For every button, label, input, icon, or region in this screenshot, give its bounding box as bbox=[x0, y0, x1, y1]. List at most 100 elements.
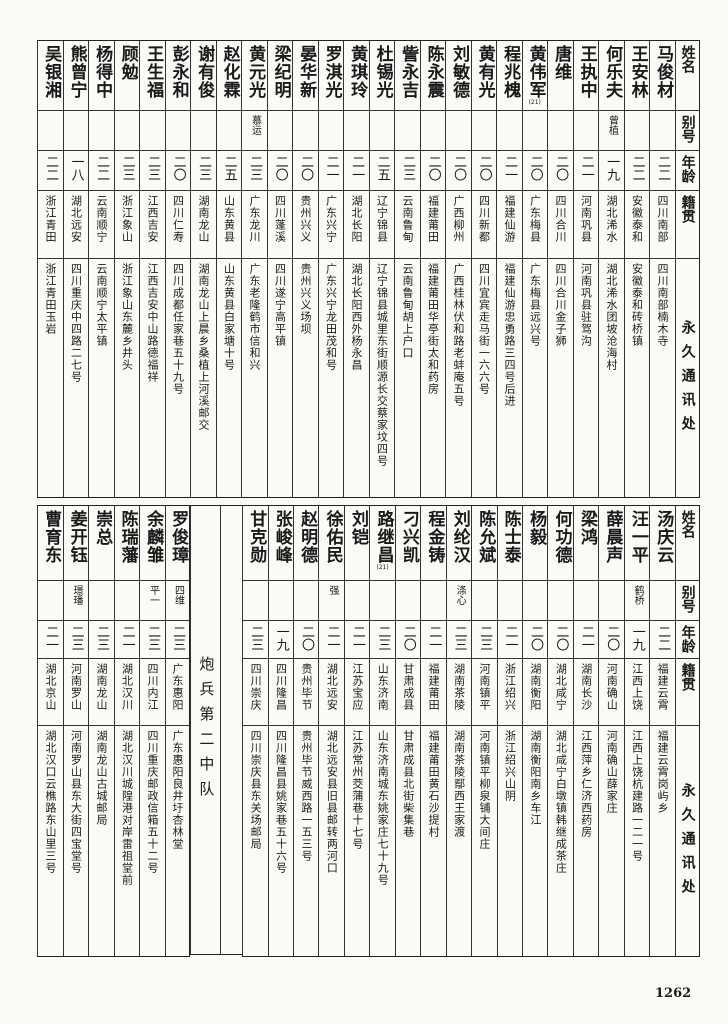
origin-cell: 湖南衡阳 bbox=[522, 659, 548, 726]
age-cell: 二〇 bbox=[420, 151, 445, 191]
age-cell: 二〇 bbox=[395, 621, 421, 659]
address: 江西萍乡仁济西药房 bbox=[579, 730, 593, 838]
name-cell: 黄琪玲 bbox=[344, 41, 369, 111]
age-cell: 一九 bbox=[624, 621, 650, 659]
age-cell: 二二 bbox=[624, 151, 649, 191]
table-row: 罗俊璋 四维 二三 广东惠阳 广东惠阳良井圩杏林堂 bbox=[164, 506, 190, 956]
age-cell: 一九 bbox=[268, 621, 293, 659]
table-row: 黄琪玲 二一 湖北长阳 湖北长阳西外杨永昌 bbox=[343, 41, 369, 497]
alias: 四维 bbox=[172, 585, 184, 605]
table-row: 晏华新 二〇 贵州兴义 贵州兴义场坝 bbox=[292, 41, 318, 497]
origin-cell: 籍贯 bbox=[675, 191, 699, 259]
table-row: 刘纶汉 涤心 二三 湖南茶陵 湖南茶陵鄢西王家渡 bbox=[445, 506, 472, 956]
address: 湖南茶陵鄢西王家渡 bbox=[452, 730, 466, 838]
address: 四川崇庆县东关场邮局 bbox=[249, 730, 263, 850]
age: 二〇 bbox=[298, 155, 314, 181]
name: 汤庆云 bbox=[653, 510, 674, 564]
header-address: 永久通讯处 bbox=[679, 320, 696, 440]
alias-cell bbox=[420, 111, 445, 151]
origin: 山东黄县 bbox=[222, 195, 236, 243]
address: 浙江青田玉岩 bbox=[44, 263, 58, 335]
table-row: 杜锡光 二五 辽宁锦县 辽宁锦县城里东街顺源长交蔡家坟四号 bbox=[368, 41, 394, 497]
name-cell: 崇总 bbox=[89, 506, 114, 581]
age: 二三 bbox=[248, 625, 264, 651]
alias-cell bbox=[216, 111, 241, 151]
table-row: 陈永震 二〇 福建莆田 福建莆田华亭街太和药房 bbox=[419, 41, 445, 497]
address: 浙江象山东麓乡井头 bbox=[120, 263, 134, 371]
name-cell: 罗淇光 bbox=[318, 41, 343, 111]
address-cell: 湖北长阳西外杨永昌 bbox=[344, 259, 369, 497]
name-cell: 赵化霖 bbox=[216, 41, 241, 111]
alias-cell bbox=[497, 581, 522, 621]
address: 山东黄县白家塘十号 bbox=[222, 263, 236, 371]
name: 陈允斌 bbox=[475, 510, 496, 564]
origin-cell: 湖南长沙 bbox=[573, 659, 599, 726]
address-cell: 四川重庆中四路二七号 bbox=[64, 259, 89, 497]
table-row: 黄有光 二〇 四川新都 四川宜宾走马街一六六号 bbox=[470, 41, 496, 497]
name-cell: 赵明德 bbox=[294, 506, 319, 581]
origin-cell: 河南镇平 bbox=[472, 659, 497, 726]
address-cell: 江苏常州茭蒲巷十七号 bbox=[345, 726, 369, 956]
name-cell: 马俊材 bbox=[650, 41, 675, 111]
origin: 广西柳州 bbox=[452, 195, 466, 243]
age: 二一 bbox=[323, 155, 339, 181]
name: 崇总 bbox=[92, 510, 113, 546]
age: 一九 bbox=[273, 625, 289, 651]
alias-cell: 涤心 bbox=[446, 581, 472, 621]
alias: 平一 bbox=[147, 585, 159, 605]
alias-cell bbox=[395, 111, 420, 151]
address-cell: 福建云霄岗屿乡 bbox=[650, 726, 674, 956]
address-cell: 浙江绍兴山阴 bbox=[498, 726, 522, 956]
address: 四川重庆邮政信箱五十二号 bbox=[146, 730, 160, 874]
origin-cell: 四川内江 bbox=[140, 659, 165, 726]
name: 罗俊璋 bbox=[168, 510, 189, 564]
alias-cell bbox=[522, 581, 548, 621]
name: 陈士泰 bbox=[500, 510, 521, 564]
age: 二一 bbox=[502, 625, 518, 651]
age: 二三 bbox=[477, 625, 493, 651]
address-cell: 永久通讯处 bbox=[676, 259, 700, 497]
address-cell: 广东梅县远兴号 bbox=[523, 259, 548, 497]
origin-cell: 湖北京山 bbox=[38, 659, 63, 726]
age-cell: 二三 bbox=[243, 621, 268, 659]
origin-cell: 四川合川 bbox=[548, 191, 573, 259]
name-cell: 黄有光 bbox=[471, 41, 496, 111]
name: 谢有俊 bbox=[194, 45, 215, 99]
name-cell: 王生福 bbox=[140, 41, 165, 111]
name-cell: 黄伟军 (21) bbox=[522, 41, 547, 111]
age-cell: 二三 bbox=[114, 151, 139, 191]
name-cell: 路继昌 (21) bbox=[370, 506, 395, 581]
alias-cell bbox=[369, 111, 394, 151]
name: 黄有光 bbox=[474, 45, 495, 99]
table-row: 薛晨声 二〇 河南确山 河南确山薛家庄 bbox=[598, 506, 624, 956]
age: 二二 bbox=[655, 625, 671, 651]
age-cell: 一九 bbox=[599, 151, 624, 191]
alias: 璟璠 bbox=[71, 585, 82, 605]
name-cell: 刁兴凯 bbox=[395, 506, 421, 581]
address: 湖南龙山古城邮局 bbox=[95, 730, 109, 826]
name-cell: 薛晨声 bbox=[599, 506, 624, 581]
age: 二三 bbox=[94, 625, 110, 651]
origin: 河南罗山 bbox=[69, 663, 83, 711]
header-name: 姓名 bbox=[679, 510, 696, 538]
origin-cell: 四川蓬溪 bbox=[267, 191, 292, 259]
origin-cell: 湖北远安 bbox=[319, 659, 344, 726]
origin-cell: 籍贯 bbox=[675, 659, 699, 726]
address: 湖南龙山上晨乡桑植上河溪邮交 bbox=[197, 263, 211, 431]
address-cell: 云南鲁甸胡上户口 bbox=[395, 259, 420, 497]
alias-cell bbox=[140, 111, 165, 151]
address-cell: 四川崇庆县东关场邮局 bbox=[243, 726, 267, 956]
table-row: 甘克勋 二三 四川崇庆 四川崇庆县东关场邮局 bbox=[242, 506, 268, 956]
address: 云南顺宁太平镇 bbox=[95, 263, 109, 347]
origin: 安徽泰和 bbox=[630, 195, 644, 243]
name: 黄伟军 bbox=[525, 45, 546, 99]
name-cell: 晏华新 bbox=[293, 41, 318, 111]
origin: 湖北浠水 bbox=[605, 195, 619, 243]
alias-cell bbox=[344, 111, 369, 151]
origin: 福建云霄 bbox=[656, 663, 670, 711]
origin: 甘肃成县 bbox=[401, 663, 415, 711]
age-cell: 二一 bbox=[497, 621, 522, 659]
header-alias: 别号 bbox=[679, 585, 696, 613]
address: 云南鲁甸胡上户口 bbox=[401, 263, 415, 359]
address-cell: 贵州毕节威西路一五三号 bbox=[294, 726, 318, 956]
